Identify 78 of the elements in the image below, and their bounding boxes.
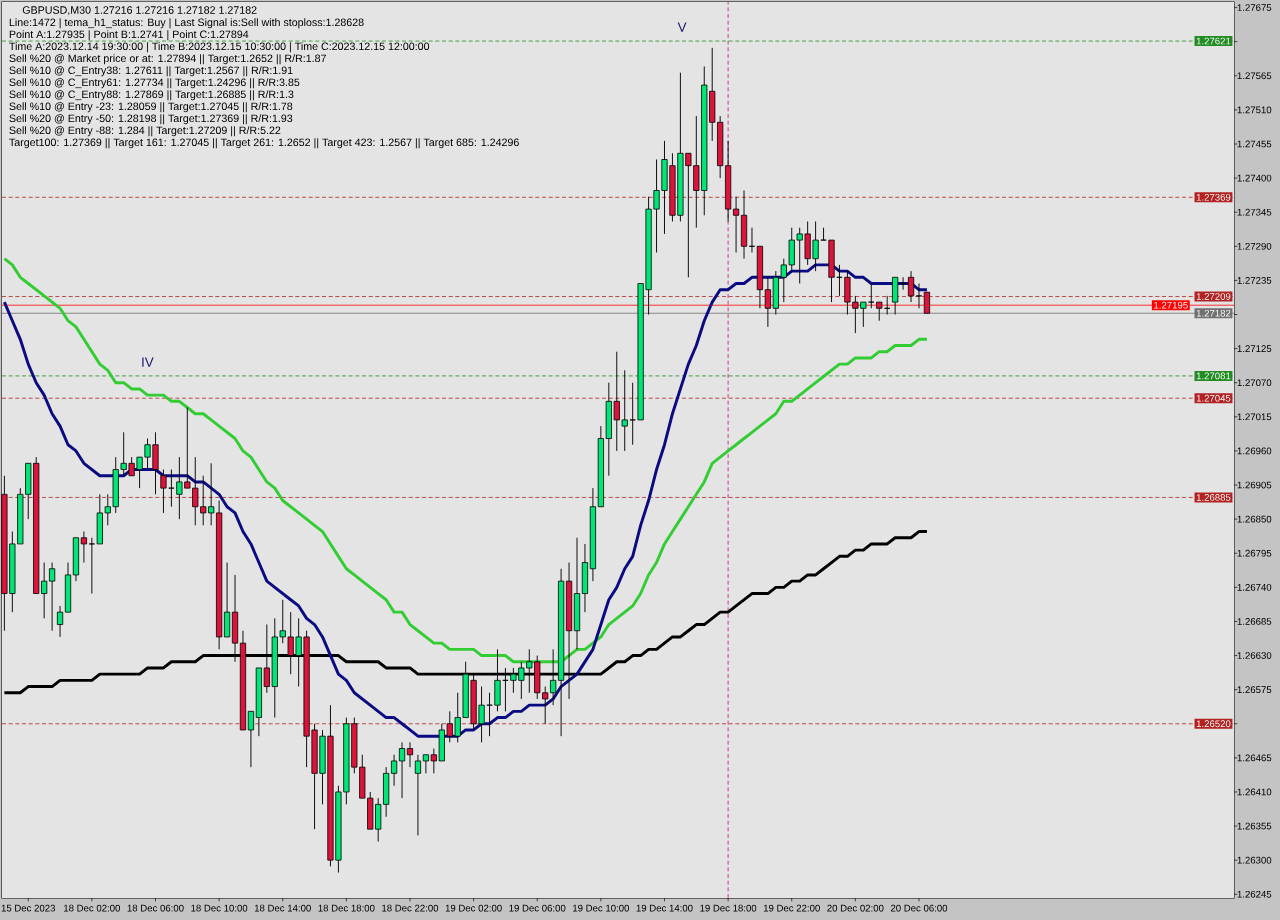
annotation: Target100: 1.27369 || Target 161: 1.27045 || Target 261: 1.2652 || Target 423: 1.2567 || Target 685: 1.24296 bbox=[9, 138, 519, 149]
x-tick-label: 19 Dec 10:00 bbox=[573, 904, 630, 912]
annotation: Sell %10 @ C_Entry61: 1.27734 || Target:1.24296 || R/R:3.85 bbox=[9, 78, 300, 89]
ref-line-label: 1.27182 bbox=[1196, 309, 1231, 317]
annotation: Sell %20 @ Entry -50: 1.28198 || Target:1.27369 || R/R:1.93 bbox=[9, 114, 293, 125]
candlestick bbox=[868, 283, 875, 309]
y-tick-label: 1.26300 bbox=[1237, 856, 1272, 864]
candlestick bbox=[168, 469, 175, 508]
y-tick-label: 1.27510 bbox=[1237, 106, 1272, 114]
y-tick-label: 1.26630 bbox=[1237, 652, 1272, 659]
y-tick-label: 1.27070 bbox=[1237, 379, 1272, 387]
y-tick-label: 1.26960 bbox=[1237, 447, 1272, 455]
y-tick-label: 1.27345 bbox=[1237, 208, 1272, 216]
candlestick bbox=[915, 283, 923, 309]
ref-line-label: 1.27209 bbox=[1196, 293, 1231, 300]
chart-title: GBPUSD,M30 1.27216 1.27216 1.27182 1.27182 bbox=[22, 6, 257, 16]
annotation: Sell %20 @ Market price or at: 1.27894 || Target:1.2652 || R/R:1.87 bbox=[9, 54, 326, 65]
ref-line-label: 1.27195 bbox=[1154, 301, 1188, 309]
y-tick-label: 1.26410 bbox=[1237, 788, 1272, 796]
annotation: Sell %10 @ C_Entry88: 1.27869 || Target:1.26885 || R/R:1.3 bbox=[9, 90, 294, 101]
annotation: Point A:1.27935 | Point B:1.2741 | Point C:1.27894 bbox=[9, 30, 249, 41]
x-tick-label: 18 Dec 06:00 bbox=[127, 904, 184, 912]
x-tick-label: 18 Dec 22:00 bbox=[382, 904, 439, 912]
y-tick-label: 1.27290 bbox=[1237, 242, 1272, 250]
annotation: Sell %10 @ Entry -23: 1.28059 || Target:1.27045 || R/R:1.78 bbox=[9, 102, 293, 113]
candlestick bbox=[160, 469, 167, 514]
x-tick-label: 20 Dec 02:00 bbox=[827, 904, 884, 912]
annotation: Sell %10 @ C_Entry38: 1.27611 || Target:1.2567 || R/R:1.91 bbox=[9, 66, 293, 77]
x-tick-label: 19 Dec 14:00 bbox=[636, 904, 693, 912]
candlestick bbox=[820, 227, 827, 241]
y-tick-label: 1.27675 bbox=[1237, 4, 1272, 11]
x-tick-label: 19 Dec 22:00 bbox=[763, 904, 820, 912]
candlestick bbox=[907, 270, 915, 303]
ref-line-label: 1.27621 bbox=[1196, 37, 1231, 45]
y-tick-label: 1.27400 bbox=[1237, 174, 1272, 182]
ref-line-label: 1.27045 bbox=[1196, 394, 1231, 402]
x-tick-label: 20 Dec 06:00 bbox=[890, 904, 948, 912]
y-tick-label: 1.27455 bbox=[1237, 140, 1272, 148]
y-tick-label: 1.26850 bbox=[1237, 515, 1272, 523]
y-tick-label: 1.26245 bbox=[1237, 890, 1272, 898]
candlestick bbox=[56, 605, 64, 638]
candlestick bbox=[414, 754, 422, 836]
x-tick-label: 18 Dec 14:00 bbox=[254, 904, 311, 912]
ref-line-label: 1.27369 bbox=[1196, 193, 1231, 201]
x-tick-label: 19 Dec 02:00 bbox=[445, 904, 502, 912]
y-tick-label: 1.26740 bbox=[1237, 583, 1272, 591]
y-tick-label: 1.26905 bbox=[1237, 481, 1272, 489]
annotation: V bbox=[677, 22, 687, 32]
y-tick-label: 1.27125 bbox=[1237, 345, 1272, 352]
y-tick-label: 1.26575 bbox=[1237, 686, 1272, 694]
ref-line-label: 1.26885 bbox=[1196, 494, 1231, 501]
ref-line-label: 1.26520 bbox=[1196, 720, 1231, 728]
x-tick-label: 18 Dec 18:00 bbox=[318, 904, 375, 912]
y-tick-label: 1.26465 bbox=[1237, 754, 1272, 762]
x-tick-label: 19 Dec 06:00 bbox=[509, 904, 566, 912]
annotation: Time A:2023.12.14 19:30:00 | Time B:2023.12.15 10:30:00 | Time C:2023.12.15 12:00:00 bbox=[9, 42, 430, 53]
annotation: Sell %20 @ Entry -88: 1.284 || Target:1.27209 || R/R:5.22 bbox=[9, 126, 281, 137]
x-tick-label: 18 Dec 10:00 bbox=[191, 904, 248, 912]
annotation: IV bbox=[142, 357, 154, 367]
candlestick bbox=[390, 754, 398, 787]
ref-line-label: 1.27081 bbox=[1196, 372, 1231, 380]
candlestick bbox=[923, 291, 931, 314]
y-tick-label: 1.27565 bbox=[1237, 72, 1272, 80]
x-tick-label: 19 Dec 18:00 bbox=[700, 904, 757, 912]
candlestick bbox=[629, 382, 636, 446]
candlestick bbox=[247, 710, 255, 768]
y-tick-label: 1.27235 bbox=[1237, 277, 1272, 284]
candlestick bbox=[80, 531, 88, 564]
x-tick-label: 15 Dec 2023 bbox=[1, 904, 56, 912]
annotation: Line:1472 | tema_h1_status: Buy | Last Signal is:Sell with stoploss:1.28628 bbox=[9, 18, 364, 29]
candlestick bbox=[398, 741, 406, 799]
x-tick-label: 18 Dec 02:00 bbox=[64, 904, 121, 912]
y-tick-label: 1.26355 bbox=[1237, 822, 1272, 830]
y-tick-label: 1.26685 bbox=[1237, 618, 1272, 625]
y-tick-label: 1.27015 bbox=[1237, 413, 1272, 421]
candlestick bbox=[406, 741, 414, 768]
candlestick bbox=[732, 196, 740, 253]
y-tick-label: 1.26795 bbox=[1237, 549, 1272, 557]
